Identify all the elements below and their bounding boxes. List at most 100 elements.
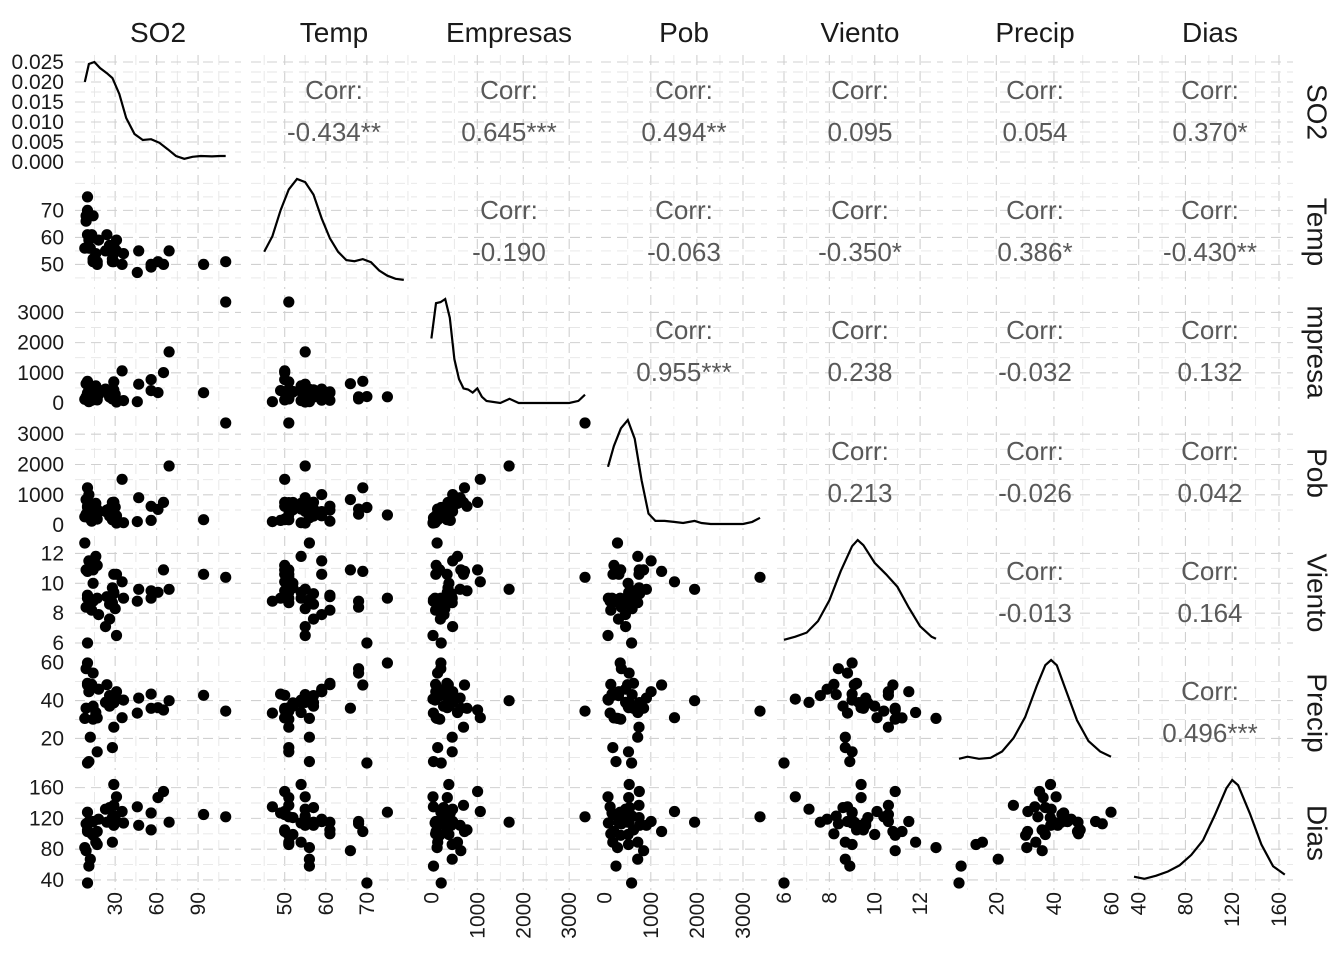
- scatter-point: [611, 537, 624, 549]
- scatter-point: [90, 836, 102, 848]
- scatter-point: [579, 705, 591, 717]
- scatter-point: [626, 637, 638, 649]
- scatter-point: [832, 663, 845, 675]
- x-tick-label: 8: [818, 892, 841, 904]
- scatter-point: [443, 586, 455, 598]
- scatter-point: [299, 346, 311, 358]
- scatter-point: [474, 805, 486, 818]
- text-layer: Corr: -0.434** Corr: 0.645*** Corr: 0.494** Co…: [11, 17, 1332, 939]
- scatter-point: [860, 816, 872, 828]
- scatter-point: [266, 396, 278, 408]
- scatter-point: [623, 697, 635, 709]
- x-tick-label: 40: [1043, 892, 1066, 915]
- scatter-point: [357, 565, 369, 578]
- scatter-point: [316, 489, 328, 501]
- scatter-point: [90, 706, 102, 719]
- scatter-point: [283, 792, 295, 804]
- scatter-point: [90, 248, 102, 260]
- scatter-point: [882, 815, 895, 828]
- corr-label: Corr:: [480, 75, 538, 105]
- scatter-point: [83, 860, 95, 872]
- scatter-point: [381, 806, 393, 818]
- scatter-point: [279, 808, 291, 821]
- y-tick-label: 1000: [17, 484, 64, 507]
- scatter-point: [361, 877, 373, 889]
- scatter-point: [855, 778, 867, 791]
- scatter-point: [607, 836, 619, 848]
- scatter-point: [604, 707, 616, 719]
- y-tick-label: 0: [52, 392, 64, 415]
- scatter-point: [602, 693, 614, 705]
- scatter-point: [451, 497, 464, 509]
- x-tick-label: 0: [420, 892, 443, 904]
- scatter-point: [81, 207, 94, 219]
- scatter-point: [283, 393, 295, 405]
- scatter-point: [220, 417, 232, 429]
- scatter-point: [163, 816, 175, 828]
- scatter-point: [1029, 801, 1041, 813]
- scatter-point: [93, 683, 105, 695]
- scatter-point: [613, 568, 625, 580]
- scatter-point: [472, 564, 484, 576]
- x-tick-label: 60: [1101, 892, 1124, 915]
- scatter-point: [80, 702, 92, 714]
- x-tick-label: 3000: [732, 892, 755, 939]
- scatter-point: [839, 742, 851, 754]
- y-tick-label: 0.000: [11, 151, 64, 174]
- scatter-point: [106, 742, 118, 754]
- scatter-point: [279, 568, 291, 580]
- scatter-point: [503, 583, 515, 595]
- scatter-point: [299, 396, 311, 408]
- column-strip-label: Dias: [1182, 17, 1238, 48]
- y-tick-label: 80: [41, 838, 64, 861]
- scatter-point: [435, 877, 447, 889]
- scatter-point: [427, 629, 439, 642]
- scatter-point: [324, 824, 336, 836]
- scatter-point: [837, 700, 849, 712]
- scatter-point: [299, 621, 311, 633]
- scatter-point: [889, 713, 901, 725]
- corr-label: Corr:: [305, 75, 363, 105]
- scatter-point: [889, 785, 901, 798]
- scatter-point: [81, 679, 94, 691]
- scatter-point: [446, 731, 458, 743]
- scatter-point: [632, 731, 644, 743]
- scatter-point: [163, 245, 175, 257]
- scatter-point: [110, 693, 123, 705]
- scatter-point: [427, 707, 439, 719]
- scatter-point: [324, 589, 336, 601]
- x-tick-label: 90: [187, 892, 210, 915]
- scatter-point: [131, 266, 143, 279]
- y-tick-label: 0.015: [11, 91, 64, 114]
- density-curve-empresas: [430, 297, 586, 405]
- y-tick-label: 0.010: [11, 111, 64, 134]
- scatter-point: [198, 689, 210, 701]
- scatter-point: [353, 391, 365, 403]
- scatter-point: [1021, 842, 1033, 854]
- scatter-point: [427, 517, 439, 529]
- scatter-point: [84, 731, 96, 743]
- scatter-point: [458, 825, 471, 838]
- corr-value: -0.032: [998, 357, 1072, 387]
- scatter-point: [220, 256, 232, 268]
- scatter-point: [668, 576, 681, 588]
- x-tick-label: 30: [104, 892, 127, 915]
- scatter-point: [851, 824, 863, 836]
- corr-label: Corr:: [655, 75, 713, 105]
- scatter-point: [976, 836, 989, 848]
- corr-label: Corr:: [1181, 75, 1239, 105]
- scatter-point: [81, 637, 94, 649]
- scatter-point: [610, 860, 622, 872]
- corr-label: Corr:: [655, 195, 713, 225]
- scatter-point: [1037, 792, 1049, 804]
- scatter-point: [353, 663, 365, 675]
- scatter-point: [432, 597, 444, 609]
- scatter-point: [303, 712, 315, 725]
- scatter-point: [81, 825, 94, 838]
- scatter-point: [81, 387, 94, 399]
- scatter-point: [81, 229, 94, 241]
- corr-label: Corr:: [655, 315, 713, 345]
- scatter-point: [814, 816, 826, 828]
- y-tick-label: 0: [52, 514, 64, 537]
- scatter-point: [668, 712, 681, 724]
